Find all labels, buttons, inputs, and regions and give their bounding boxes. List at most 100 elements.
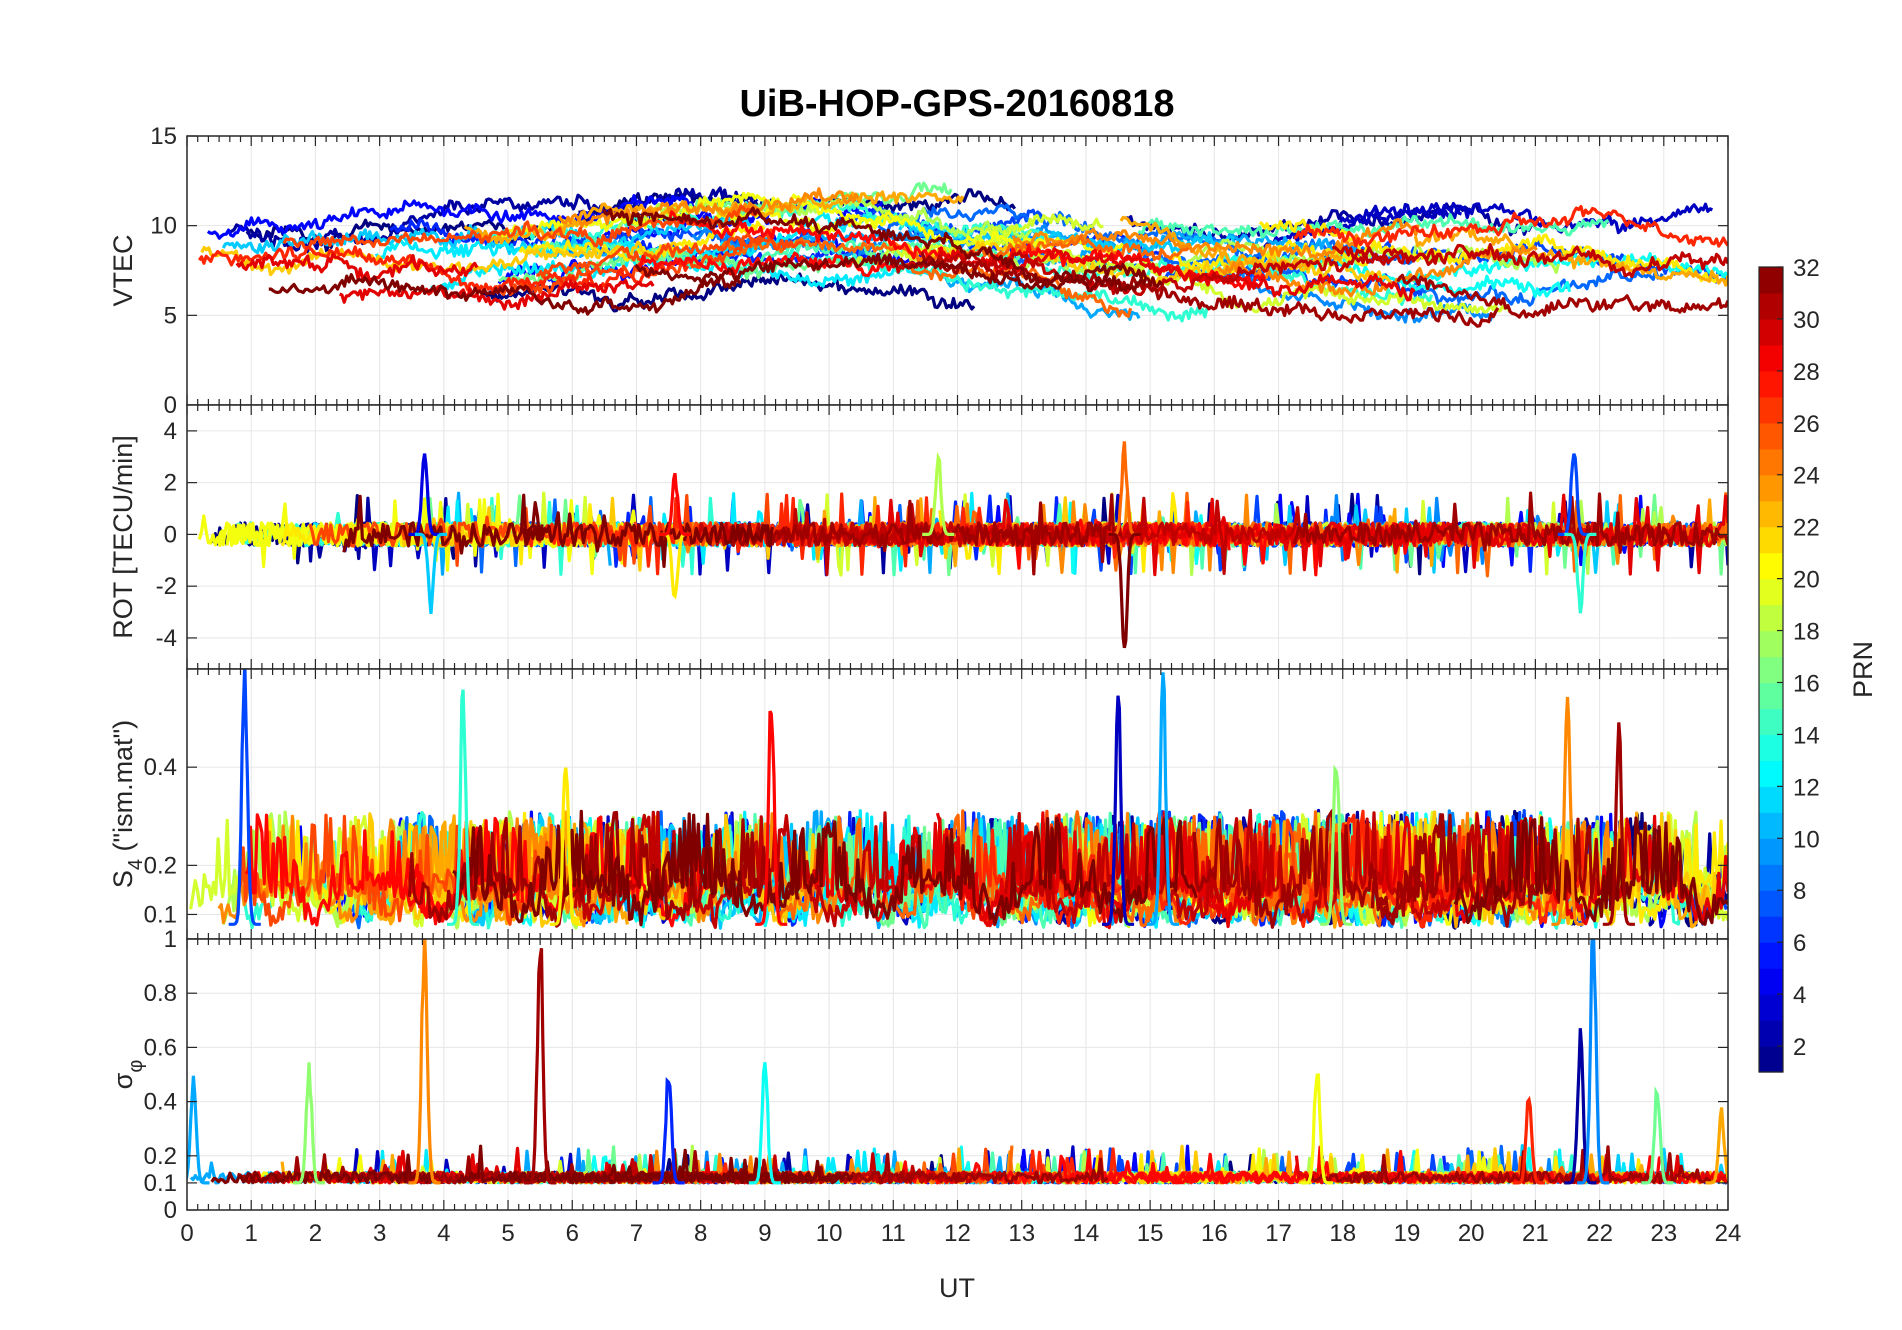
x-tick-label: 21 xyxy=(1522,1220,1549,1247)
series-prn-3 xyxy=(1241,202,1463,265)
colorbar-segment xyxy=(1759,292,1783,320)
colorbar-tick-label: 18 xyxy=(1793,619,1820,646)
traces-sigma xyxy=(187,939,1728,1185)
x-tick-label: 24 xyxy=(1715,1220,1742,1247)
chart-title: UiB-HOP-GPS-20160818 xyxy=(739,83,1174,125)
y-tick-label: 0 xyxy=(164,1197,177,1224)
y-tick-label: 0.6 xyxy=(144,1034,177,1061)
panel-sigma: 00.10.2 0.4 0.6 0.8 1 σφ xyxy=(108,926,1729,1224)
series-prn-15 xyxy=(1137,213,1610,239)
peak-trace xyxy=(1705,1107,1728,1185)
peak-trace xyxy=(408,939,441,1185)
series-prn-24 xyxy=(1217,244,1538,298)
colorbar-tick-label: 20 xyxy=(1793,567,1820,594)
peak-trace xyxy=(408,453,441,537)
peak-trace xyxy=(922,451,955,537)
panel-s4: 0.1 0.2 0.4S4 ("ism.mat") xyxy=(108,668,1729,940)
y-tick-label: 0 xyxy=(164,392,177,419)
colorbar-tick-label: 16 xyxy=(1793,670,1820,697)
y-tick-label: -2 xyxy=(156,573,177,600)
series-prn-30 xyxy=(1003,808,1523,925)
peak-trace xyxy=(1577,939,1610,1185)
peak-trace xyxy=(292,1062,325,1185)
x-tick-label: 2 xyxy=(309,1220,322,1247)
x-tick-label: 8 xyxy=(694,1220,707,1247)
colorbar-segment xyxy=(1759,812,1783,839)
x-tick-label: 11 xyxy=(881,1220,906,1247)
peak-trace xyxy=(228,669,261,926)
series-prn-24 xyxy=(557,187,860,229)
colorbar-tick-label: 28 xyxy=(1793,359,1820,386)
x-tick-label: 13 xyxy=(1008,1220,1035,1247)
peak-trace xyxy=(447,689,480,926)
y-tick-label: 0.4 xyxy=(144,754,177,781)
peak-trace xyxy=(1512,1095,1545,1185)
series-prn-29 xyxy=(235,252,479,283)
peak-trace xyxy=(1301,1073,1334,1185)
colorbar-segment xyxy=(1759,578,1783,606)
series-prn-26 xyxy=(493,228,775,297)
colorbar-segment xyxy=(1759,864,1783,891)
series-prn-2 xyxy=(228,186,759,254)
series-prn-31 xyxy=(1396,273,1728,319)
colorbar-segment xyxy=(1759,526,1783,554)
series-prn-32 xyxy=(452,809,800,927)
panel-vtec: 0 5 10 15 VTEC xyxy=(108,123,1729,419)
y-tick-label: 0.2 xyxy=(144,1143,177,1170)
x-tick-label: 14 xyxy=(1073,1220,1100,1247)
peak-trace xyxy=(1146,672,1179,926)
series-prn-23 xyxy=(1119,215,1343,271)
colorbar-tick-label: 6 xyxy=(1793,930,1806,957)
colorbar-segment xyxy=(1759,500,1783,528)
colorbar-segment xyxy=(1759,838,1783,865)
series-prn-31 xyxy=(920,251,1500,328)
y-axis-label-s4: S4 ("ism.mat") xyxy=(108,720,147,888)
series-prn-12 xyxy=(610,809,1167,929)
colorbar-segment xyxy=(1759,344,1783,372)
colorbar-segment xyxy=(1759,318,1783,346)
x-tick-label: 20 xyxy=(1458,1220,1485,1247)
colorbar-tick-label: 12 xyxy=(1793,774,1820,801)
series-prn-28 xyxy=(667,210,946,260)
peak-trace xyxy=(658,472,691,537)
x-tick-label: 0 xyxy=(180,1220,193,1247)
peak-trace xyxy=(414,532,447,615)
y-axis-label-vtec: VTEC xyxy=(108,234,138,306)
colorbar-segment xyxy=(1759,656,1783,684)
traces-rot xyxy=(197,441,1728,649)
colorbar-tick-label: 14 xyxy=(1793,722,1820,749)
peak-trace xyxy=(1108,532,1141,649)
series-prn-26 xyxy=(536,237,807,280)
series-prn-32 xyxy=(522,511,774,569)
x-tick-label: 23 xyxy=(1650,1220,1677,1247)
peak-trace xyxy=(755,710,788,926)
x-tick-label: 5 xyxy=(501,1220,514,1247)
peak-trace xyxy=(1564,532,1597,614)
colorbar-segment xyxy=(1759,370,1783,398)
x-tick-label: 12 xyxy=(944,1220,971,1247)
peak-trace xyxy=(1602,722,1635,926)
y-tick-label: 0.1 xyxy=(144,901,177,928)
colorbar-tick-label: 26 xyxy=(1793,411,1820,438)
x-tick-label: 10 xyxy=(816,1220,843,1247)
colorbar-segment xyxy=(1759,916,1783,943)
y-tick-label: 5 xyxy=(164,302,177,329)
colorbar-frame xyxy=(1758,266,1784,1073)
series-prn-32 xyxy=(634,252,1164,293)
colorbar-tick-label: 4 xyxy=(1793,982,1806,1009)
y-tick-label: 0.1 xyxy=(144,1170,177,1197)
series-prn-30 xyxy=(1331,243,1728,278)
y-tick-label: 0.4 xyxy=(144,1089,177,1116)
series-prn-5 xyxy=(206,194,770,240)
colorbar-segment xyxy=(1759,552,1783,580)
series-prn-30 xyxy=(573,810,916,930)
series-prn-26 xyxy=(282,205,759,250)
peak-trace xyxy=(1564,1028,1597,1185)
y-axis-label-rot: ROT [TECU/min] xyxy=(108,435,138,639)
x-tick-label: 18 xyxy=(1329,1220,1356,1247)
x-axis: 0 1 2 3 4 5 6 7 8 9 10 11 12 13 14 15 16 17 18 19 20 21 22 23 24 xyxy=(180,1220,1741,1247)
colorbar-segment xyxy=(1759,422,1783,450)
colorbar-segment xyxy=(1759,267,1783,294)
series-prn-31 xyxy=(729,493,1123,576)
